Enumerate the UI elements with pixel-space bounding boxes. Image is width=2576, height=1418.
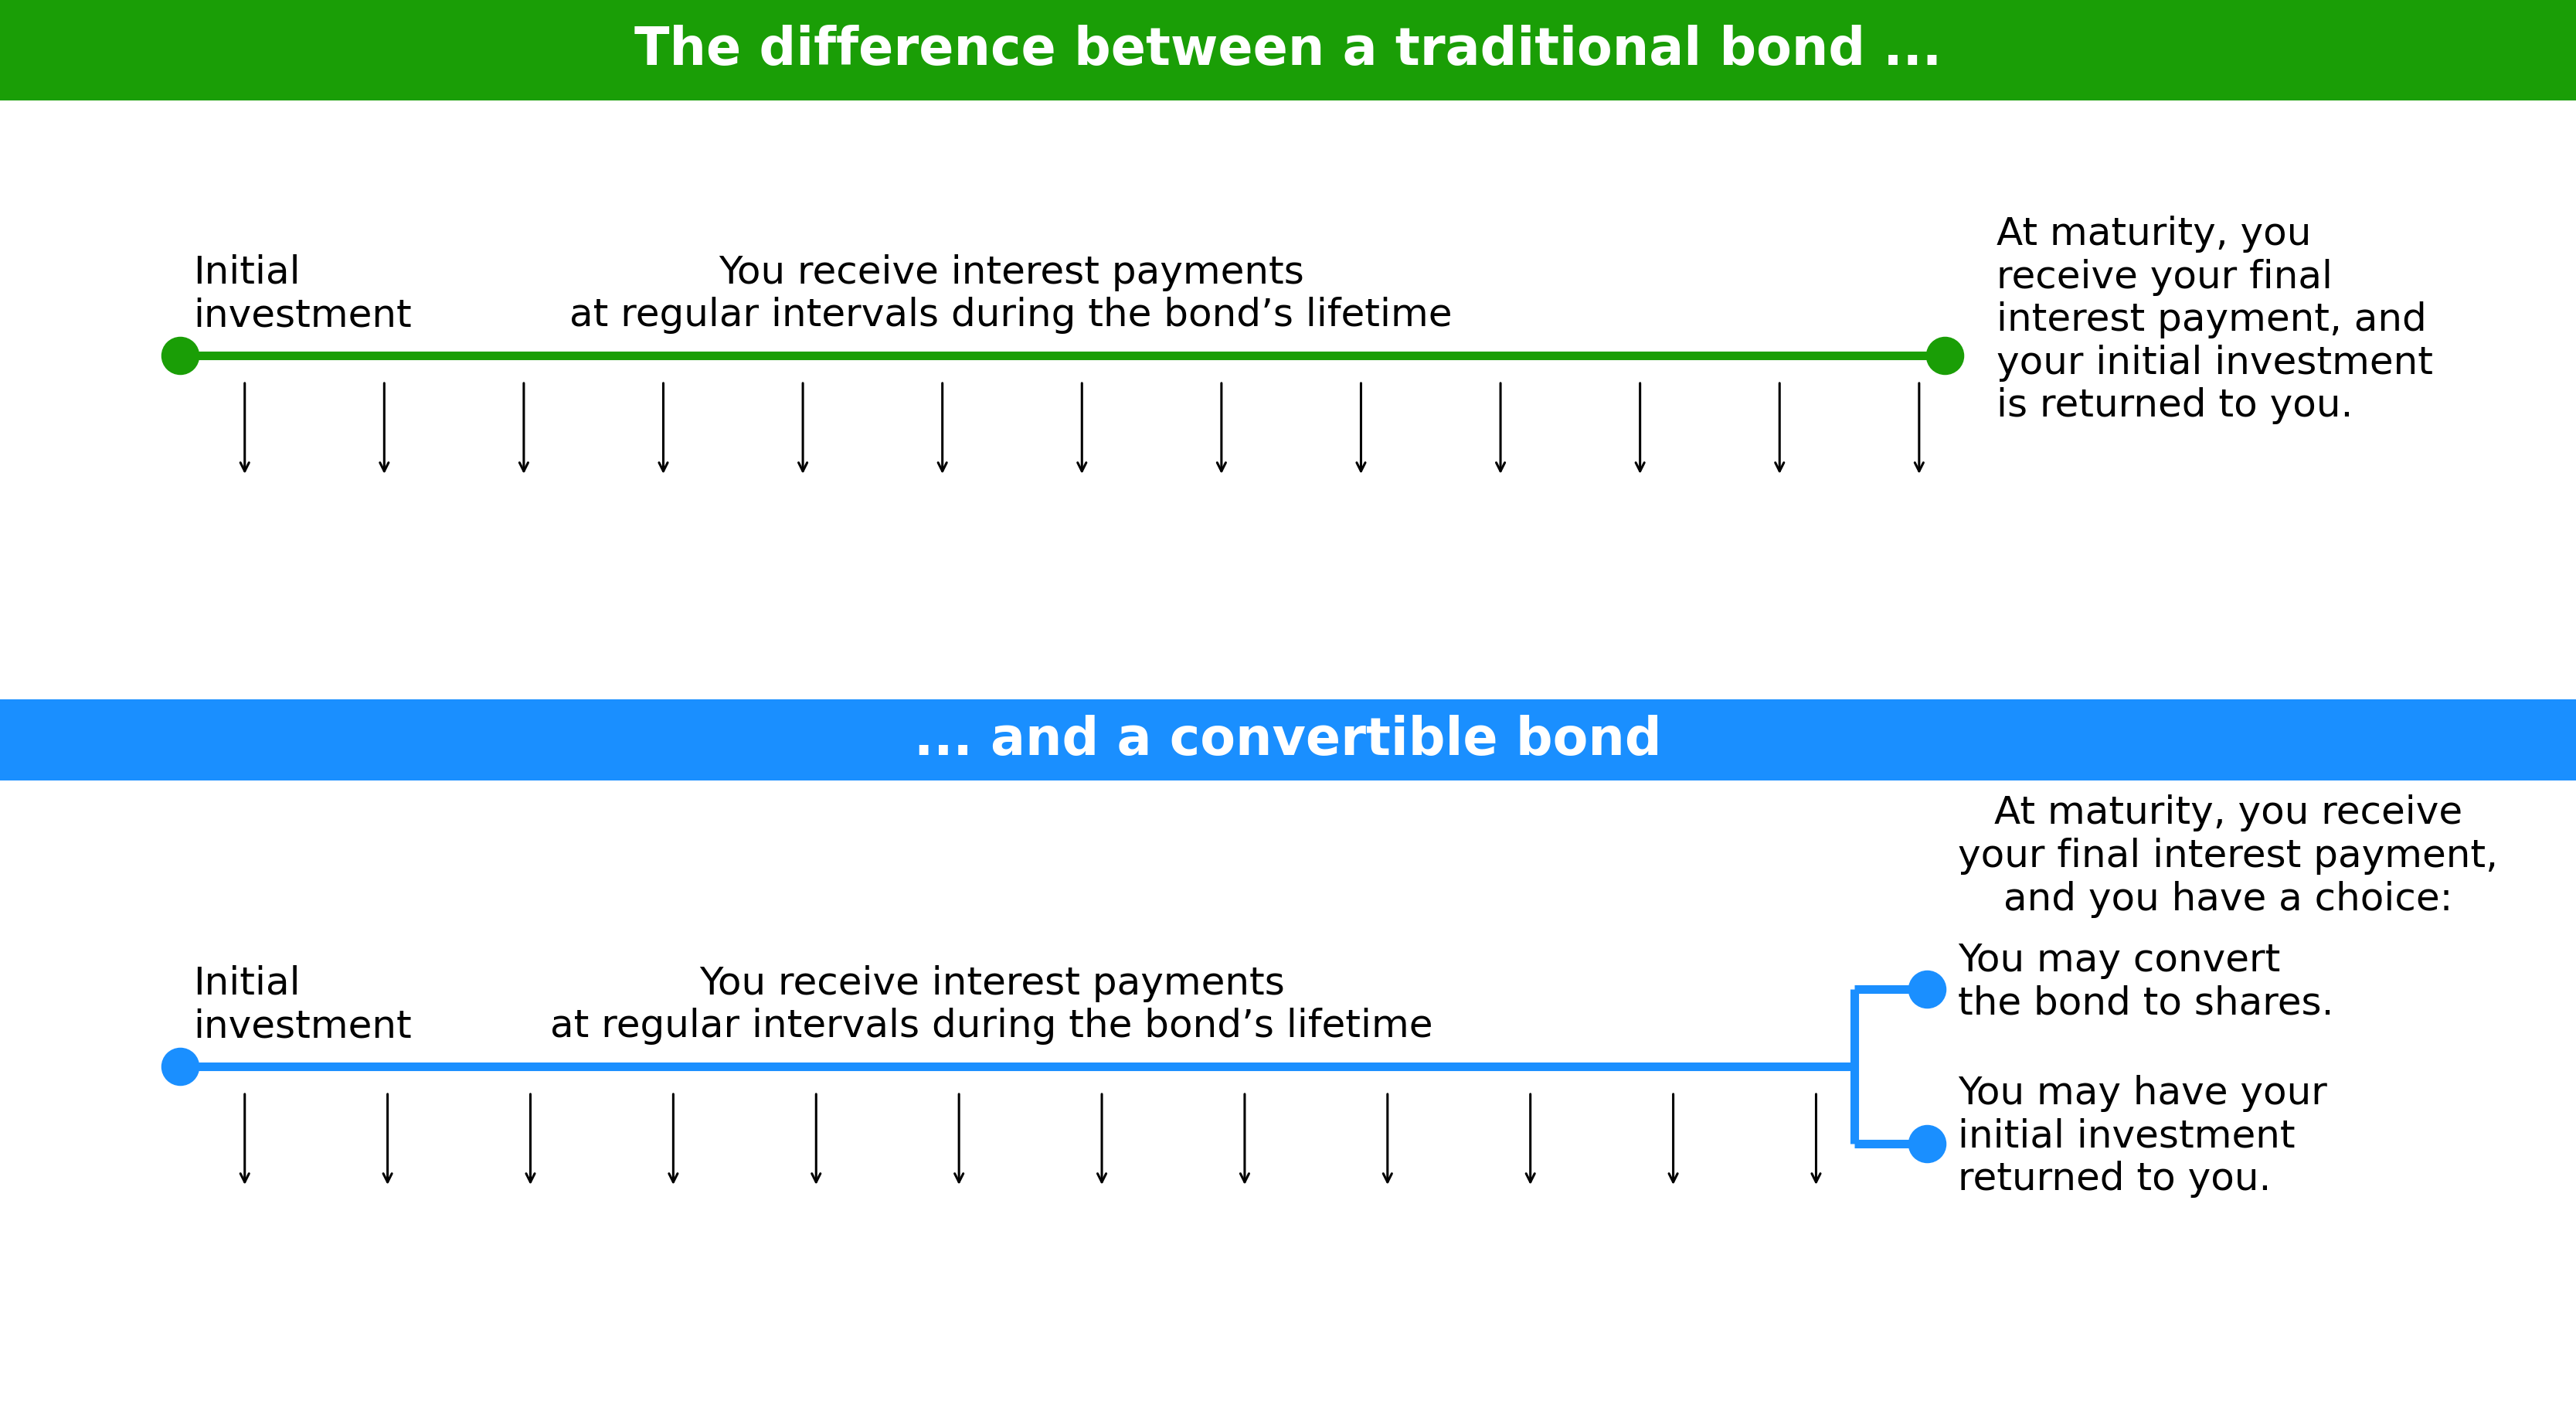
Point [160, 345, 201, 367]
Text: The difference between a traditional bond ...: The difference between a traditional bon… [634, 24, 1942, 75]
Text: ... and a convertible bond: ... and a convertible bond [914, 715, 1662, 766]
Point [1906, 1133, 1947, 1156]
Point [160, 1055, 201, 1078]
Text: You receive interest payments
at regular intervals during the bond’s lifetime: You receive interest payments at regular… [551, 966, 1432, 1045]
Text: Initial
investment: Initial investment [193, 966, 412, 1045]
Text: At maturity, you receive
your final interest payment,
and you have a choice:: At maturity, you receive your final inte… [1958, 794, 2499, 917]
Text: Initial
investment: Initial investment [193, 254, 412, 335]
Point [1906, 978, 1947, 1001]
Text: You may convert
the bond to shares.: You may convert the bond to shares. [1958, 942, 2334, 1022]
Point [1924, 345, 1965, 367]
Text: At maturity, you
receive your final
interest payment, and
your initial investmen: At maturity, you receive your final inte… [1996, 216, 2432, 424]
Bar [0, 0, 2576, 101]
Text: You may have your
initial investment
returned to you.: You may have your initial investment ret… [1958, 1075, 2326, 1198]
Text: You receive interest payments
at regular intervals during the bond’s lifetime: You receive interest payments at regular… [569, 254, 1453, 335]
Bar [0, 699, 2576, 780]
